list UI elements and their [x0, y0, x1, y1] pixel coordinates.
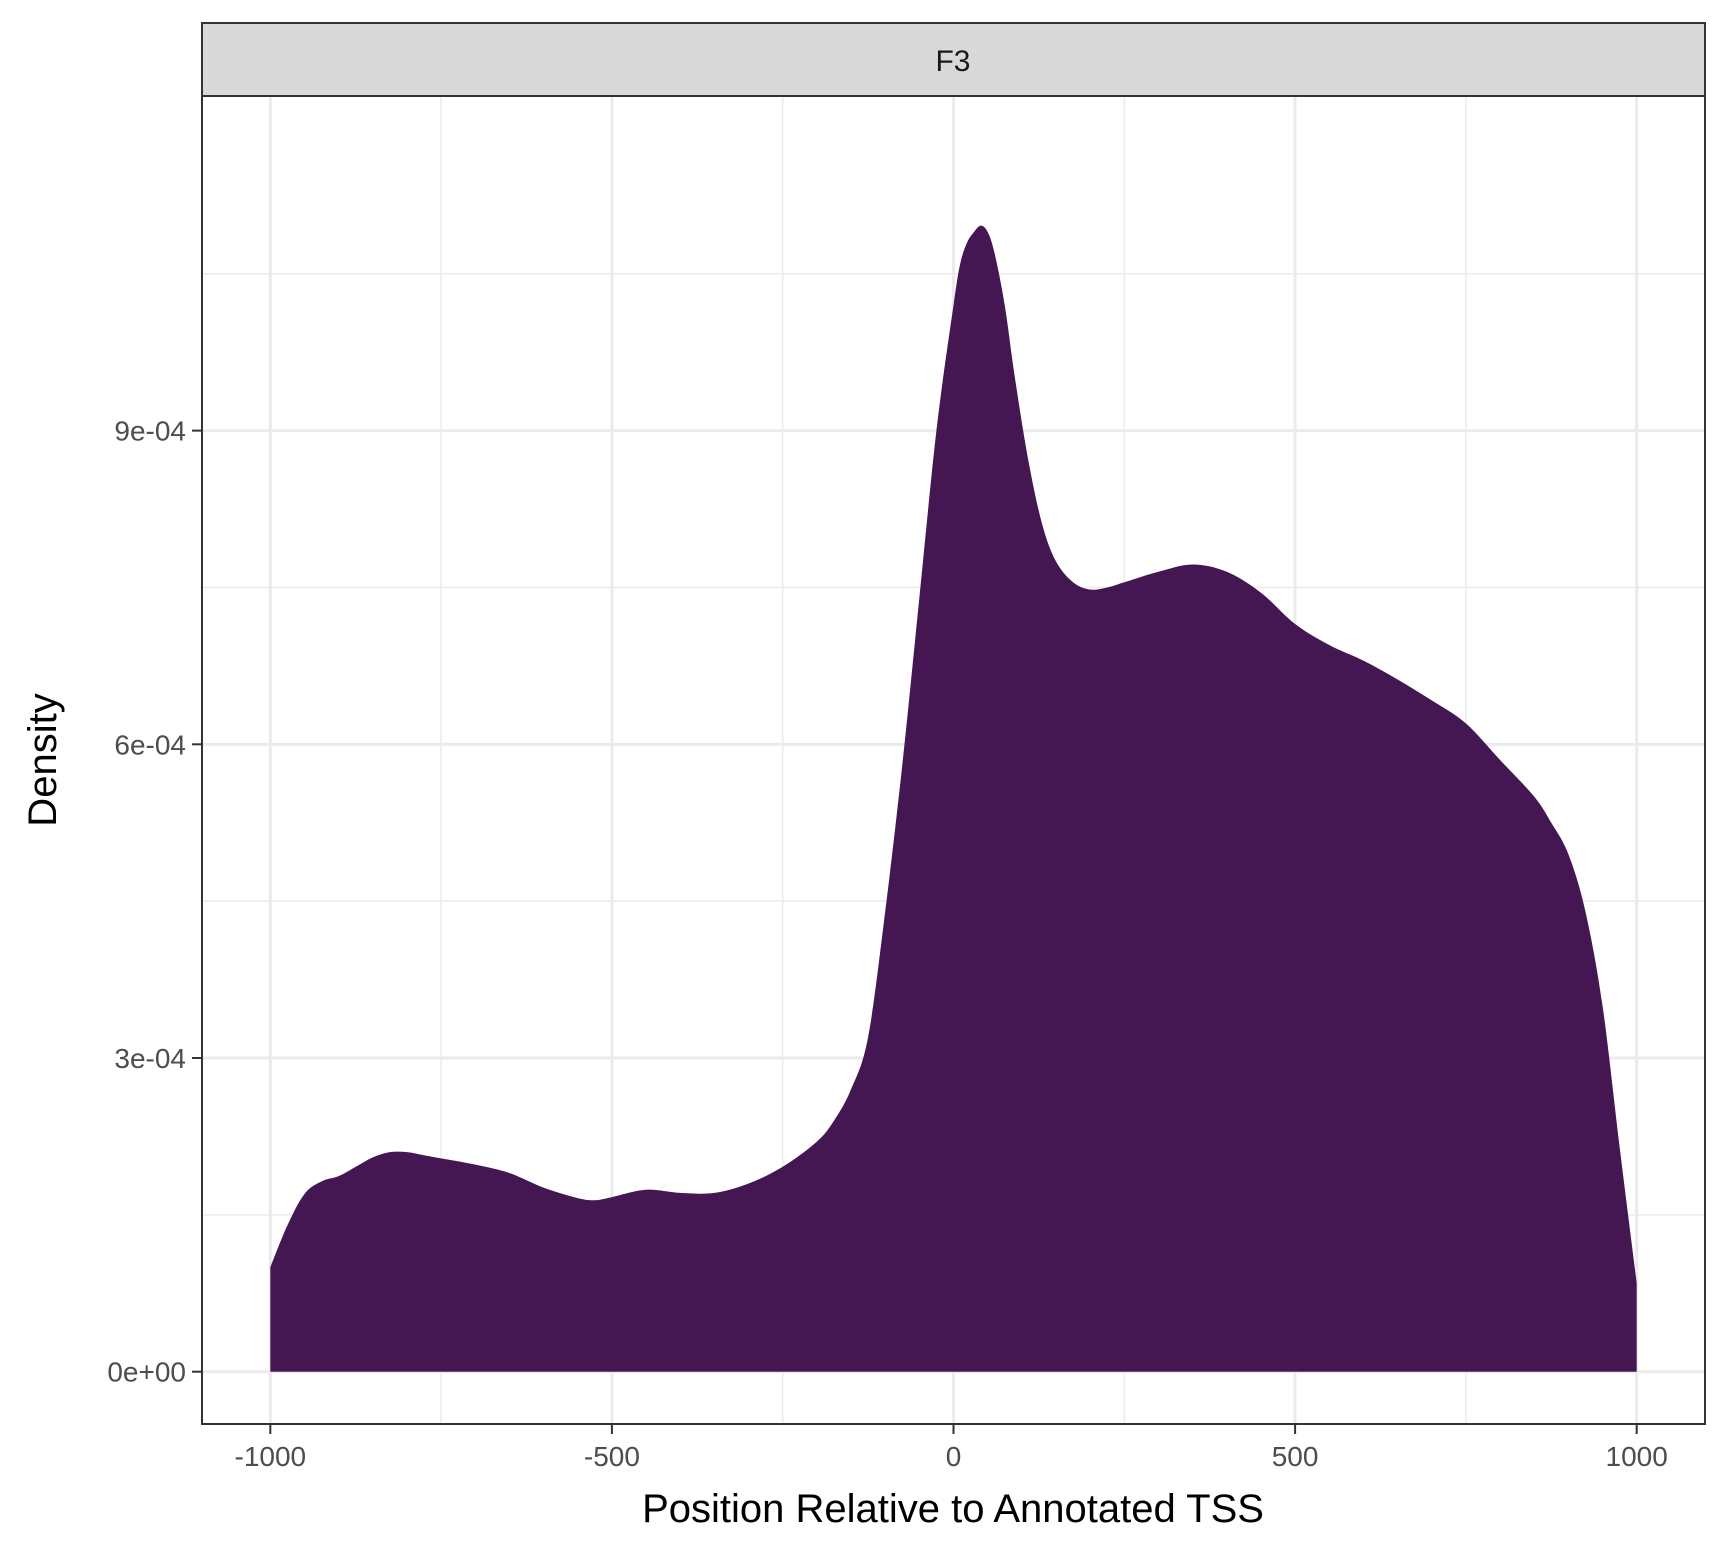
y-tick-label: 9e-04 — [114, 416, 186, 447]
x-tick-label: -500 — [584, 1441, 640, 1472]
facet-strip-label: F3 — [935, 45, 970, 78]
x-tick-label: 0 — [946, 1441, 962, 1472]
facet-strip-background — [201, 22, 1706, 97]
y-axis: 0e+00 3e-04 6e-04 9e-04 — [107, 416, 202, 1388]
y-tick-label: 0e+00 — [107, 1357, 186, 1388]
y-axis-title: Density — [21, 693, 65, 826]
x-axis-title: Position Relative to Annotated TSS — [642, 1487, 1264, 1531]
x-tick-label: 1000 — [1606, 1441, 1668, 1472]
x-tick-label: -1000 — [235, 1441, 307, 1472]
facet-strip: F3 — [201, 22, 1706, 97]
x-axis: -1000 -500 0 500 1000 — [235, 1424, 1668, 1472]
y-tick-label: 6e-04 — [114, 729, 186, 760]
x-tick-label: 500 — [1272, 1441, 1319, 1472]
density-area — [270, 225, 1637, 1372]
plot-panel — [201, 95, 1706, 1425]
y-tick-label: 3e-04 — [114, 1043, 186, 1074]
